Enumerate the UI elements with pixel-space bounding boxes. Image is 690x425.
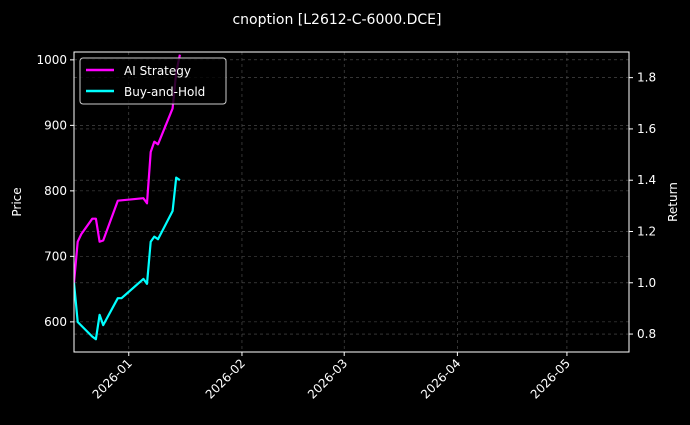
y-left-tick-label: 700 xyxy=(44,249,67,263)
plot-frame xyxy=(73,51,630,353)
series-group xyxy=(74,54,181,341)
y-right-tick-label: 1.6 xyxy=(637,122,656,136)
legend-label-ai-strategy: AI Strategy xyxy=(124,64,191,78)
y-right-tick-label: 1.4 xyxy=(637,173,656,187)
chart-title: cnoption [L2612-C-6000.DCE] xyxy=(232,12,441,28)
y-left-tick-label: 1000 xyxy=(36,53,67,67)
y-right-tick-label: 1.8 xyxy=(637,71,656,85)
series-line-ai-strategy xyxy=(74,54,181,283)
legend-label-buy-and-hold: Buy-and-Hold xyxy=(124,85,205,99)
x-tick-label: 2026-05 xyxy=(528,356,573,401)
y-left-tick-label: 900 xyxy=(44,118,67,132)
legend: AI Strategy Buy-and-Hold xyxy=(79,57,227,105)
x-tick-label: 2026-02 xyxy=(203,356,248,401)
y-right-tick-label: 0.8 xyxy=(637,327,656,341)
series-line-buy-and-hold xyxy=(74,176,181,341)
y-axis-left-label: Price xyxy=(10,187,24,216)
x-tick-label: 2026-03 xyxy=(305,356,350,401)
legend-box xyxy=(79,57,227,105)
y-axis-right-label: Return xyxy=(666,182,680,222)
x-tick-label: 2026-01 xyxy=(90,356,135,401)
y-right-tick-label: 1.2 xyxy=(637,224,656,238)
x-tick-label: 2026-04 xyxy=(418,356,463,401)
y-left-tick-label: 800 xyxy=(44,184,67,198)
ticks: 600 700 800 900 1000 0.8 1.0 1.2 1.4 1.6 1.8 2026-0… xyxy=(36,53,656,402)
y-left-tick-label: 600 xyxy=(44,315,67,329)
y-right-tick-label: 1.0 xyxy=(637,276,656,290)
